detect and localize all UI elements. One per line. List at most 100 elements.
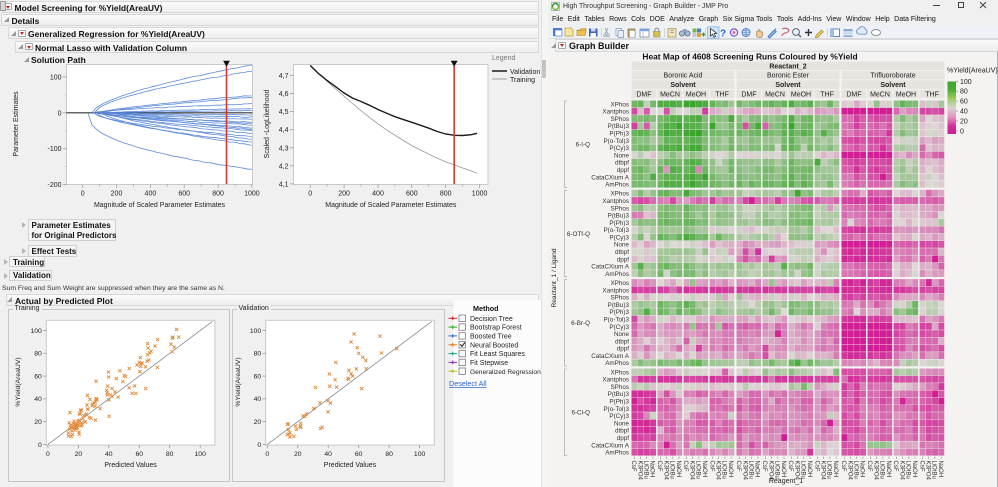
svg-text:0: 0 <box>308 191 312 198</box>
svg-text:60: 60 <box>254 374 262 381</box>
svg-text:60: 60 <box>355 451 363 458</box>
svg-text:NaOH: NaOH <box>754 461 760 478</box>
svg-text:4,3: 4,3 <box>279 145 289 152</box>
svg-text:K3PO4: K3PO4 <box>872 461 878 481</box>
svg-text:6-I-Q: 6-I-Q <box>576 142 590 149</box>
svg-text:MeOH: MeOH <box>686 92 706 99</box>
svg-text:4,2: 4,2 <box>279 163 289 170</box>
svg-text:K3PO4: K3PO4 <box>820 461 826 481</box>
svg-text:THF: THF <box>925 92 939 99</box>
svg-text:K3PO4: K3PO4 <box>662 461 668 481</box>
svg-text:Parameter Estimates: Parameter Estimates <box>13 91 20 157</box>
svg-text:NaOH: NaOH <box>911 461 917 478</box>
svg-text:P(Ph)3: P(Ph)3 <box>609 309 629 316</box>
svg-text:P(o-Tol)3: P(o-Tol)3 <box>603 317 629 324</box>
svg-text:4,1: 4,1 <box>279 181 289 188</box>
svg-text:CsF: CsF <box>787 461 793 472</box>
svg-text:P(Ph)3: P(Ph)3 <box>609 399 629 406</box>
svg-text:SPhos: SPhos <box>610 384 629 391</box>
svg-text:P(o-Tol)3: P(o-Tol)3 <box>603 227 629 234</box>
svg-text:Magnitude of Scaled Parameter: Magnitude of Scaled Parameter Estimates <box>94 202 226 209</box>
svg-text:SPhos: SPhos <box>610 295 629 302</box>
svg-text:100: 100 <box>195 451 207 458</box>
svg-text:Fit Least Squares: Fit Least Squares <box>470 351 525 358</box>
svg-text:dtbpf: dtbpf <box>615 428 629 435</box>
svg-text:100: 100 <box>50 74 62 81</box>
svg-text:CsF: CsF <box>918 461 924 472</box>
svg-text:K3PO4: K3PO4 <box>767 461 773 481</box>
svg-text:dtbpf: dtbpf <box>615 338 629 345</box>
svg-text:CsF: CsF <box>630 461 636 472</box>
svg-text:20: 20 <box>254 419 262 426</box>
svg-text:K3PO4: K3PO4 <box>636 461 642 481</box>
svg-text:100: 100 <box>414 451 426 458</box>
svg-text:None: None <box>614 152 630 159</box>
svg-text:MeOH: MeOH <box>791 92 811 99</box>
svg-text:LiOtBu: LiOtBu <box>643 461 649 479</box>
svg-text:20: 20 <box>294 451 302 458</box>
svg-text:40: 40 <box>324 451 332 458</box>
svg-text:100: 100 <box>960 79 972 86</box>
svg-text:80: 80 <box>254 351 262 358</box>
svg-text:Heat Map of 4608 Screening Run: Heat Map of 4608 Screening Runs Coloured… <box>642 52 857 62</box>
svg-text:Scaled -LogLikelihood: Scaled -LogLikelihood <box>264 89 271 158</box>
svg-text:MeCN: MeCN <box>660 92 680 99</box>
svg-text:Deselect All: Deselect All <box>449 379 487 388</box>
svg-text:Xantphos: Xantphos <box>602 109 629 116</box>
svg-text:40: 40 <box>960 109 968 116</box>
svg-text:CataCXium A: CataCXium A <box>591 264 630 271</box>
svg-text:DMF: DMF <box>636 92 651 99</box>
svg-text:CsF: CsF <box>735 461 741 472</box>
svg-text:Boronic Ester: Boronic Ester <box>767 73 810 80</box>
svg-text:80: 80 <box>960 89 968 96</box>
svg-text:LiOtBu: LiOtBu <box>853 461 859 479</box>
svg-text:Xantphos: Xantphos <box>602 377 629 384</box>
svg-text:P(tBu)3: P(tBu)3 <box>608 391 630 398</box>
svg-text:0: 0 <box>46 451 50 458</box>
svg-text:200: 200 <box>111 191 123 198</box>
svg-text:0: 0 <box>265 451 269 458</box>
svg-text:LiOtBu: LiOtBu <box>695 461 701 479</box>
svg-text:K3PO4: K3PO4 <box>715 461 721 481</box>
svg-text:LiOtBu: LiOtBu <box>879 461 885 479</box>
svg-text:dtbpf: dtbpf <box>615 249 629 256</box>
svg-text:AmPhos: AmPhos <box>605 450 629 457</box>
svg-text:K3PO4: K3PO4 <box>898 461 904 481</box>
svg-text:CsF: CsF <box>892 461 898 472</box>
svg-text:Training: Training <box>510 77 535 84</box>
svg-text:NaOH: NaOH <box>701 461 707 478</box>
svg-text:Boosted Tree: Boosted Tree <box>470 334 512 341</box>
svg-text:dppf: dppf <box>617 167 630 174</box>
svg-text:%Yield(AreaUV): %Yield(AreaUV) <box>947 68 998 75</box>
svg-text:100: 100 <box>30 328 42 335</box>
svg-text:P(tBu)3: P(tBu)3 <box>608 302 630 309</box>
svg-text:Legend: Legend <box>492 55 515 62</box>
svg-text:CataCXium A: CataCXium A <box>591 442 630 449</box>
svg-text:100: 100 <box>250 328 262 335</box>
svg-text:NaOH: NaOH <box>832 461 838 478</box>
svg-text:DMF: DMF <box>741 92 756 99</box>
svg-text:CsF: CsF <box>708 461 714 472</box>
svg-text:AmPhos: AmPhos <box>605 182 629 189</box>
svg-text:6-OTf-Q: 6-OTf-Q <box>567 231 590 238</box>
svg-text:?: ? <box>720 29 726 40</box>
svg-text:NaOH: NaOH <box>780 461 786 478</box>
svg-text:dppf: dppf <box>617 256 630 263</box>
svg-text:CataCXium A: CataCXium A <box>591 353 630 360</box>
svg-text:None: None <box>614 331 630 338</box>
svg-text:P(Cy)3: P(Cy)3 <box>609 234 629 241</box>
svg-text:dppf: dppf <box>617 346 630 353</box>
svg-text:None: None <box>614 242 630 249</box>
svg-text:Xantphos: Xantphos <box>602 198 629 205</box>
svg-text:XPhos: XPhos <box>610 191 629 198</box>
svg-text:K3PO4: K3PO4 <box>741 461 747 481</box>
svg-text:NaOH: NaOH <box>675 461 681 478</box>
svg-text:dppf: dppf <box>617 435 630 442</box>
svg-text:Reactant_1 / Ligand: Reactant_1 / Ligand <box>551 248 558 307</box>
svg-text:MeOH: MeOH <box>896 92 916 99</box>
svg-text:MeCN: MeCN <box>870 92 890 99</box>
svg-text:P(tBu)3: P(tBu)3 <box>608 213 630 220</box>
svg-text:THF: THF <box>820 92 834 99</box>
svg-text:20: 20 <box>960 119 968 126</box>
svg-text:-200: -200 <box>47 182 61 189</box>
